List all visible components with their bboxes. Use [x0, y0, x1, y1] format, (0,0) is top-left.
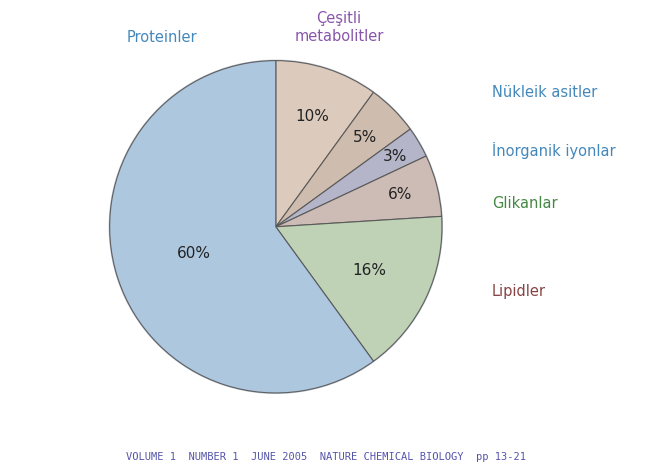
- Text: 5%: 5%: [353, 130, 377, 145]
- Wedge shape: [276, 156, 441, 227]
- Text: Proteinler: Proteinler: [127, 30, 198, 45]
- Text: Nükleik asitler: Nükleik asitler: [492, 85, 597, 100]
- Text: 16%: 16%: [352, 263, 386, 278]
- Wedge shape: [276, 129, 426, 227]
- Text: 3%: 3%: [383, 149, 407, 164]
- Wedge shape: [110, 61, 374, 393]
- Circle shape: [110, 61, 442, 393]
- Wedge shape: [276, 216, 442, 361]
- Text: Çeşitli
metabolitler: Çeşitli metabolitler: [295, 11, 384, 44]
- Wedge shape: [276, 61, 374, 227]
- Text: Glikanlar: Glikanlar: [492, 196, 558, 211]
- Text: Lipidler: Lipidler: [492, 284, 546, 299]
- Text: İnorganik iyonlar: İnorganik iyonlar: [492, 142, 616, 159]
- Wedge shape: [276, 92, 410, 227]
- Text: VOLUME 1  NUMBER 1  JUNE 2005  NATURE CHEMICAL BIOLOGY  pp 13-21: VOLUME 1 NUMBER 1 JUNE 2005 NATURE CHEMI…: [127, 452, 526, 462]
- Text: 60%: 60%: [176, 246, 211, 261]
- Text: 6%: 6%: [388, 188, 412, 203]
- Text: 10%: 10%: [295, 109, 328, 124]
